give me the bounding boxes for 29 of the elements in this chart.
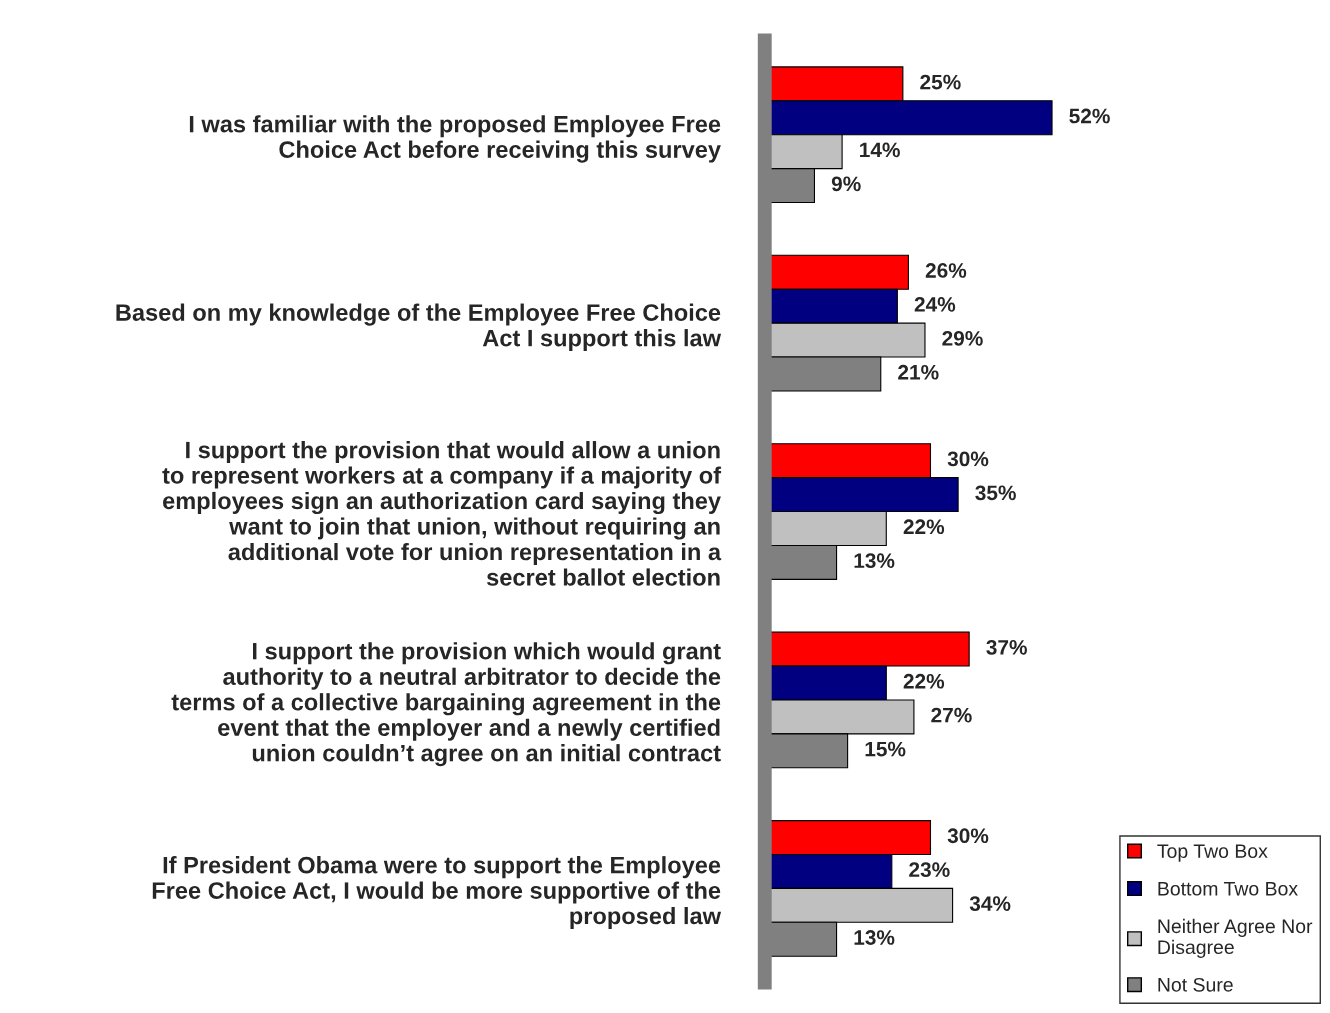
y-tick-label: Based on my knowledge of the Employee Free Choice Act I support this law bbox=[116, 303, 722, 352]
data-label: 13% bbox=[854, 553, 895, 569]
data-label: 30% bbox=[947, 828, 989, 844]
data-label: 14% bbox=[860, 142, 900, 158]
data-label: 9% bbox=[831, 176, 861, 192]
data-label: 21% bbox=[898, 364, 939, 380]
y-tick-label: I support the provision that would allow a union to represent workers at a company if a majority of employees sign an authorization card saying they want to join that union, without requiring an additional vote for union representation in a secret ballot election bbox=[162, 441, 722, 586]
data-label: 27% bbox=[931, 707, 972, 723]
y-tick-label: I was familiar with the proposed Employee Free Choice Act before receiving this survey bbox=[189, 115, 721, 163]
data-label: 22% bbox=[903, 673, 945, 689]
y-tick-label: I support the provision which would grant authority to a neutral arbitrator to decide the terms of a collective bargaining agreement in the event that the employer and a newly certified union couldn’t agree on an initial contract bbox=[171, 642, 721, 767]
legend-label: Not Sure bbox=[1158, 977, 1233, 992]
legend-label: Neither Agree Nor Disagree bbox=[1158, 918, 1313, 958]
y-tick-label: If President Obama were to support the Employee Free Choice Act, I would be more supportive of the proposed law bbox=[152, 856, 722, 929]
data-label: 25% bbox=[920, 74, 961, 90]
data-label: 15% bbox=[865, 741, 906, 757]
data-label: 35% bbox=[975, 485, 1016, 501]
data-label: 34% bbox=[969, 896, 1011, 911]
legend-label: Top Two Box bbox=[1157, 844, 1268, 862]
data-label: 13% bbox=[854, 930, 895, 945]
data-label: 37% bbox=[986, 639, 1027, 655]
data-label: 30% bbox=[947, 451, 989, 467]
legend-label: Bottom Two Box bbox=[1158, 882, 1298, 896]
data-label: 26% bbox=[925, 263, 967, 278]
data-label: 24% bbox=[914, 297, 956, 312]
data-label: 23% bbox=[909, 862, 950, 878]
data-label: 29% bbox=[942, 330, 983, 346]
data-label: 22% bbox=[903, 519, 945, 535]
data-label: 52% bbox=[1069, 108, 1110, 124]
